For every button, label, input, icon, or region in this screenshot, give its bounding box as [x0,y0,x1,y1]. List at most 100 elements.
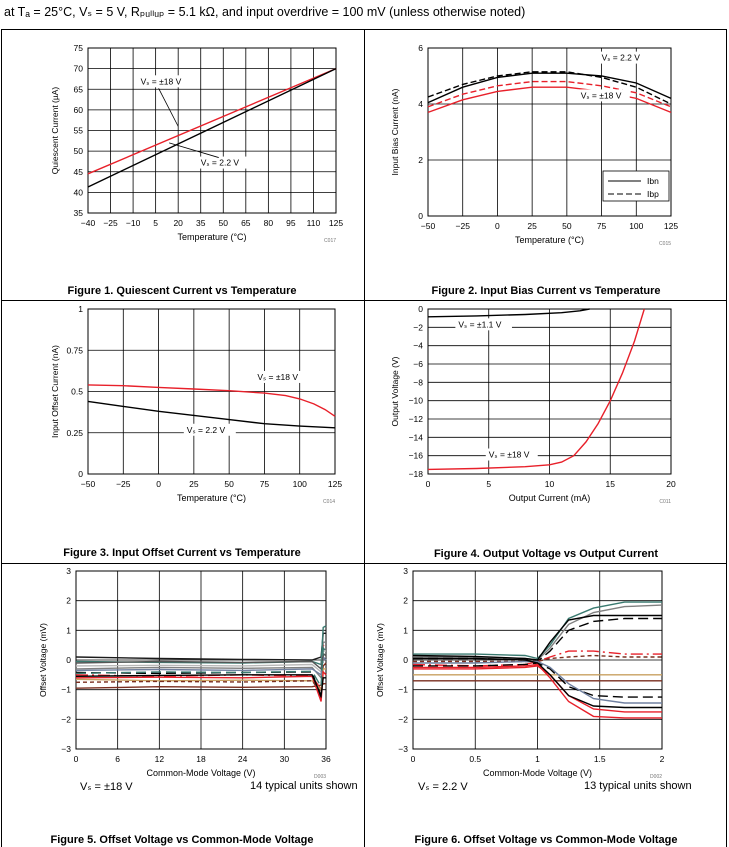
fig2-y-tick-label: 2 [418,155,423,165]
fig3-x-tick-label: 75 [260,479,270,489]
fig3-plot-frame [87,308,336,475]
fig5-y-tick-label: −2 [61,714,71,724]
fig6-y-tick-label: −3 [398,744,408,754]
fig3-y-axis-label: Input Offset Current (nA) [50,345,60,438]
fig6-x-tick-label: 1.5 [594,754,606,764]
fig4-y-tick-label: −4 [413,341,423,351]
fig3-y-tick-label: 1 [78,304,83,314]
fig2-chart: −50 −25 0 25 50 75 100 125 0 2 4 6 Temperature (°C) I… [390,43,678,247]
figure-5-units-note: 14 typical units shown [250,780,358,792]
fig4-x-tick-label: 0 [426,479,431,489]
fig6-y-tick-label: 2 [403,596,408,606]
fig4-y-tick-label: 0 [418,304,423,314]
fig5-y-tick-label: −3 [61,744,71,754]
fig2-y-axis-label: Input Bias Current (nA) [390,88,400,175]
fig1-plot-frame [87,47,337,214]
fig4-figure-code: C011 [659,499,671,505]
fig3-x-tick-label: 0 [156,479,161,489]
fig6-y-tick-label: 3 [403,566,408,576]
fig2-series-line [427,72,672,104]
fig6-x-tick-label: 2 [660,754,665,764]
fig5-x-tick-label: 12 [155,754,165,764]
fig1-x-tick-label: 20 [173,218,183,228]
figure-6-supply-label: Vₛ = 2.2 V [418,781,468,793]
fig4-y-tick-label: −12 [409,414,424,424]
fig3-series-annotation: Vₛ = 2.2 V [187,425,226,435]
fig5-y-tick-label: 1 [66,625,71,635]
fig6-series-line [413,654,662,663]
fig2-legend-label: Ibp [647,189,659,199]
fig2-y-tick-label: 4 [418,99,423,109]
fig5-x-axis-label: Common-Mode Voltage (V) [146,768,255,778]
fig2-annotation-bg [598,51,651,64]
fig2-x-tick-label: −25 [456,221,471,231]
fig2-y-tick-label: 6 [418,43,423,53]
fig2-y-tick-label: 0 [418,211,423,221]
fig1-y-tick-label: 65 [74,84,84,94]
fig4-y-tick-label: −16 [409,451,424,461]
fig4-annotation-bg [455,318,512,331]
fig1-y-tick-label: 75 [74,43,84,53]
fig2-x-tick-label: 0 [495,221,500,231]
fig2-legend-box [602,170,670,202]
fig6-x-tick-label: 0.5 [469,754,481,764]
fig4-y-tick-label: −10 [409,396,424,406]
fig6-y-tick-label: −1 [398,685,408,695]
fig1-x-tick-label: −25 [103,218,118,228]
fig6-series-line [413,663,662,719]
fig2-series-annotation: Vₛ = ±18 V [581,90,622,100]
fig6-chart: 0 0.5 1 1.5 2 −3 −2 −1 0 1 2 3 Common-Mode Voltage (… [375,566,665,780]
fig2-x-tick-label: 75 [597,221,607,231]
test-conditions: at Tₐ = 25°C, Vₛ = 5 V, Rₚᵤₗₗᵤₚ = 5.1 kΩ… [4,5,526,19]
fig6-series-line [413,601,662,660]
fig1-series-annotation: Vₛ = ±18 V [141,76,182,86]
figure-2-caption: Figure 2. Input Bias Current vs Temperat… [431,285,661,297]
charts-layer: −40 −25 −10 5 20 35 50 65 80 95 110 125354045505560… [38,43,678,780]
fig3-x-tick-label: −50 [81,479,96,489]
fig1-x-axis-label: Temperature (°C) [177,232,246,242]
fig6-plot-frame [412,570,663,750]
fig6-y-axis-label: Offset Voltage (mV) [375,623,385,697]
figure-3-caption: Figure 3. Input Offset Current vs Temper… [63,547,301,559]
fig3-y-tick-label: 0.25 [66,428,83,438]
fig1-x-tick-label: −10 [126,218,141,228]
fig2-series-line [427,80,672,108]
fig1-y-axis-label: Quiescent Current (µA) [50,87,60,175]
fig3-x-axis-label: Temperature (°C) [177,493,246,503]
fig1-x-tick-label: 35 [196,218,206,228]
fig4-series-annotation: Vₛ = ±1.1 V [458,319,501,329]
fig2-figure-code: C015 [659,241,671,247]
fig5-y-tick-label: 3 [66,566,71,576]
fig4-x-tick-label: 10 [545,479,555,489]
fig6-x-axis-label: Common-Mode Voltage (V) [483,768,592,778]
fig3-x-tick-label: 50 [224,479,234,489]
figure-6-units-note: 13 typical units shown [584,780,692,792]
fig3-series-line [87,400,336,429]
fig2-legend-label: Ibn [647,176,659,186]
fig4-chart: 0 5 10 15 20 −18 −16 −14 −12 −10 −8 −6 −4 −2 0 Output C… [390,304,676,505]
fig1-y-tick-label: 55 [74,126,84,136]
fig1-chart: −40 −25 −10 5 20 35 50 65 80 95 110 125 35 40 45 50 55 60… [50,43,343,244]
fig5-x-tick-label: 18 [196,754,206,764]
fig5-x-tick-label: 30 [280,754,290,764]
fig6-y-tick-label: 1 [403,625,408,635]
fig5-series-line [75,668,326,692]
fig4-x-tick-label: 5 [486,479,491,489]
fig6-x-tick-label: 1 [535,754,540,764]
fig3-y-tick-label: 0 [78,469,83,479]
fig1-annotation-pointer [158,88,179,127]
fig4-y-tick-label: −2 [413,322,423,332]
fig3-x-tick-label: 100 [293,479,307,489]
fig3-x-tick-label: 125 [328,479,342,489]
fig4-y-tick-label: −18 [409,469,424,479]
fig6-series-line [412,650,662,667]
fig4-y-tick-label: −14 [409,432,424,442]
fig1-x-tick-label: 65 [241,218,251,228]
fig1-x-tick-label: 125 [329,218,343,228]
fig1-x-tick-label: 95 [286,218,296,228]
fig5-x-tick-label: 0 [74,754,79,764]
fig5-series-line [75,674,326,699]
fig3-x-tick-label: 25 [189,479,199,489]
fig1-y-tick-label: 40 [74,187,84,197]
